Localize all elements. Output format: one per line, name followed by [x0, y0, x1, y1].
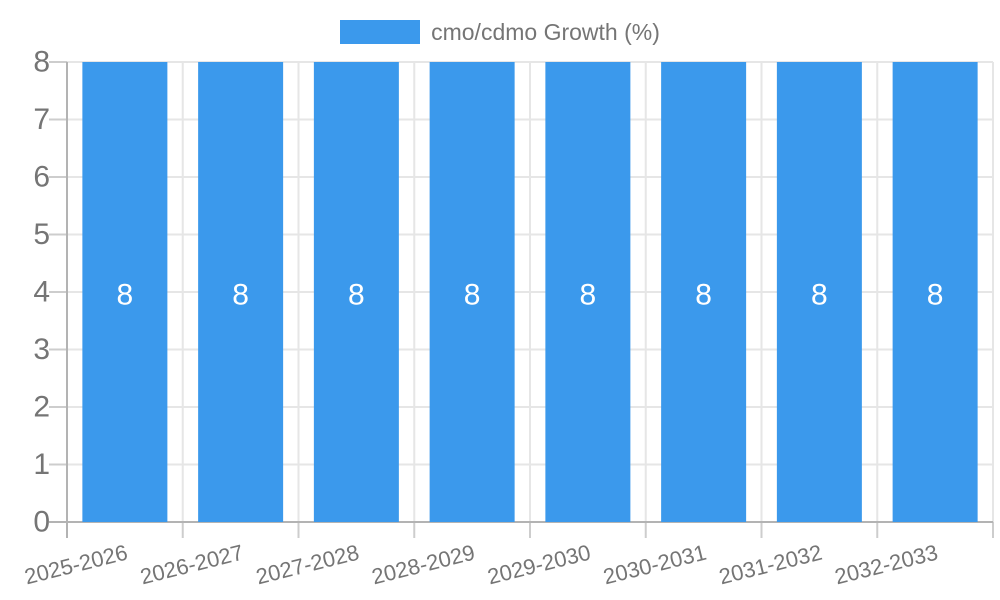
bar-value-label: 8	[464, 279, 481, 312]
y-axis-tick-label: 5	[33, 218, 50, 251]
bar-value-label: 8	[580, 279, 597, 312]
x-axis-category-label: 2026-2027	[138, 540, 246, 590]
x-axis-category-label: 2031-2032	[716, 540, 824, 590]
y-axis-tick-label: 2	[33, 391, 50, 424]
legend-item-cmo-cdmo-growth[interactable]: cmo/cdmo Growth (%)	[340, 18, 660, 46]
y-axis-tick-label: 3	[33, 333, 50, 366]
bar[interactable]	[198, 62, 284, 522]
y-axis-tick-label: 8	[33, 46, 50, 79]
bar-value-label: 8	[811, 279, 828, 312]
bar[interactable]	[776, 62, 862, 522]
x-axis-category-label: 2025-2026	[22, 540, 130, 590]
y-axis-tick-label: 1	[33, 448, 50, 481]
x-axis-category-label: 2029-2030	[485, 540, 593, 590]
x-axis-category-label: 2027-2028	[253, 540, 361, 590]
y-axis-tick-label: 0	[33, 506, 50, 539]
y-axis-tick-label: 7	[33, 103, 50, 136]
bar[interactable]	[892, 62, 978, 522]
y-axis-tick-label: 6	[33, 161, 50, 194]
x-axis-category-label: 2028-2029	[369, 540, 477, 590]
x-axis-category-label: 2030-2031	[601, 540, 709, 590]
legend-swatch	[340, 20, 421, 44]
chart-legend: cmo/cdmo Growth (%)	[0, 18, 1000, 46]
bar[interactable]	[429, 62, 515, 522]
x-axis-category-label: 2032-2033	[832, 540, 940, 590]
bar-value-label: 8	[232, 279, 249, 312]
bar-value-label: 8	[695, 279, 712, 312]
bar-value-label: 8	[117, 279, 134, 312]
bar[interactable]	[661, 62, 747, 522]
bar-value-label: 8	[348, 279, 365, 312]
bar-value-label: 8	[927, 279, 944, 312]
bar[interactable]	[313, 62, 399, 522]
bar[interactable]	[82, 62, 168, 522]
legend-label: cmo/cdmo Growth (%)	[431, 19, 660, 45]
bar[interactable]	[545, 62, 631, 522]
y-axis-tick-label: 4	[33, 276, 50, 309]
